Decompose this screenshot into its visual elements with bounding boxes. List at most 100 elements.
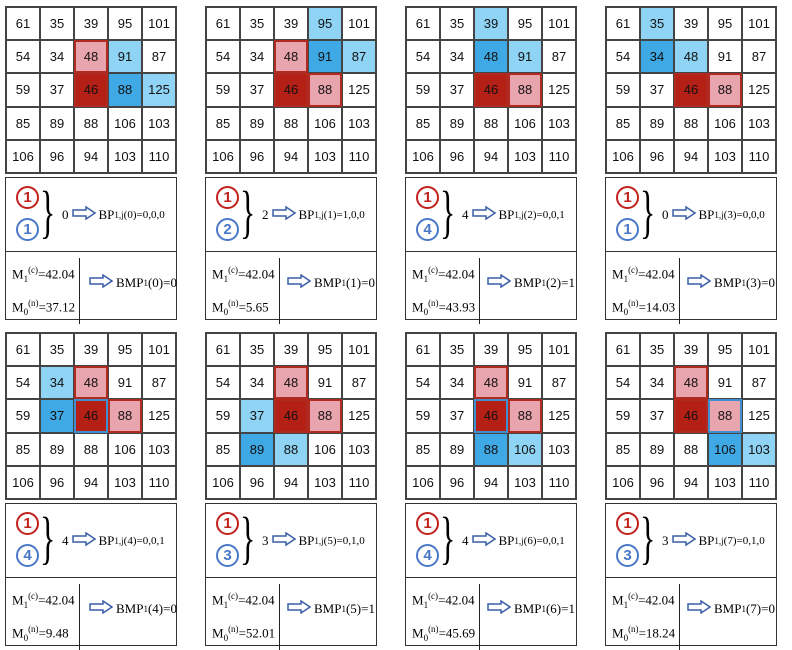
bmp-value: (7)=0 [745, 601, 775, 616]
eq: = [238, 266, 246, 282]
grid-cell: 106 [6, 465, 40, 499]
grid-cell: 87 [142, 40, 176, 74]
bmp-value: (1)=0 [345, 275, 375, 290]
bp-sub: 1,j [514, 536, 524, 546]
m0-sub: 0 [223, 306, 229, 317]
m-label: M [12, 625, 24, 641]
bp-value: (4)=0,0,1 [123, 535, 165, 547]
means: M1(c)=42.04 M0(n)=5.65 [212, 258, 280, 324]
grid-cell: 88 [508, 399, 542, 433]
bp-line: 4 BP 1,j (6)=0,0,1 [462, 531, 565, 550]
distance-count: 4 [62, 533, 69, 548]
grid-cell: 88 [508, 73, 542, 107]
bmp-sub: 1 [741, 278, 746, 288]
grid-cell: 94 [674, 139, 708, 173]
brace-icon: } [240, 179, 256, 244]
arrow-icon [671, 205, 696, 224]
grid-cell: 106 [406, 465, 440, 499]
red-circled-number: 1 [416, 512, 439, 535]
grid-cell: 59 [206, 399, 240, 433]
means: M1(c)=42.04 M0(n)=18.24 [612, 584, 681, 650]
m1-value: 42.04 [645, 266, 675, 282]
grid-cell: 85 [206, 432, 240, 466]
bmp-line: BMP 1 (0)=0 [86, 273, 177, 292]
grid-cell: 94 [274, 139, 308, 173]
grid-cell: 46 [474, 73, 508, 107]
grid-cell: 88 [674, 106, 708, 140]
grid-cell: 34 [240, 366, 274, 400]
grid-cell: 54 [206, 40, 240, 74]
grid-cell: 101 [742, 7, 776, 41]
grid-cell: 106 [308, 432, 342, 466]
grid-cell: 87 [342, 366, 376, 400]
m1-sup: (c) [428, 591, 439, 601]
bp-line: 0 BP 1,j (0)=0,0,0 [62, 205, 165, 224]
grid-cell: 94 [674, 465, 708, 499]
arrow-icon [287, 599, 312, 618]
bmp-sub: 1 [341, 278, 346, 288]
means: M1(c)=42.04 M0(n)=37.12 [12, 258, 81, 324]
grid-cell: 61 [606, 333, 640, 367]
m1-value: 42.04 [645, 592, 675, 608]
grid-cell: 110 [742, 139, 776, 173]
grid-cell: 110 [342, 465, 376, 499]
grid-cell: 103 [308, 139, 342, 173]
m1-sup: (c) [428, 265, 439, 275]
grid-cell: 94 [74, 139, 108, 173]
m0-sup: (n) [28, 623, 39, 634]
grid-cell: 85 [6, 106, 40, 140]
panel-1: 61 35 39 95 101 54 34 48 91 87 59 37 46 88 125 85 89 88 10… [205, 6, 379, 324]
bp-line: 4 BP 1,j (2)=0,0,1 [462, 205, 565, 224]
grid-cell: 91 [108, 366, 142, 400]
grid-cell: 106 [708, 106, 742, 140]
pattern-box: 1 1 } 0 BP 1,j (0)=0,0,0 [5, 177, 177, 252]
bp-sub: 1,j [314, 210, 324, 220]
grid-cell: 95 [708, 333, 742, 367]
m-label: M [612, 266, 624, 282]
eq: = [438, 592, 446, 608]
blue-circled-number: 4 [416, 544, 439, 567]
bmp-value: (3)=0 [745, 275, 775, 290]
bmp-label: BMP [314, 275, 342, 290]
bmp-line: BMP 1 (3)=0 [684, 273, 775, 292]
m1-sub: 1 [423, 599, 429, 610]
grid-cell: 34 [40, 366, 74, 400]
red-circled-number: 1 [16, 512, 39, 535]
grid-cell: 110 [142, 465, 176, 499]
arrow-icon [487, 273, 512, 292]
grid-cell: 89 [240, 432, 274, 466]
bmp-label: BMP [514, 275, 542, 290]
m0-value: 37.12 [45, 299, 76, 315]
mean-box: M1(c)=42.04 M0(n)=43.93 BMP 1 (2)=1 [405, 252, 577, 324]
grid-cell: 103 [342, 432, 376, 466]
grid-cell: 101 [542, 333, 576, 367]
m1-sup: (c) [628, 591, 639, 601]
m0-value: 14.03 [645, 299, 676, 315]
bmp-label: BMP [514, 601, 542, 616]
grid-cell: 106 [6, 139, 40, 173]
panel-7: 61 35 39 95 101 54 34 48 91 87 59 37 46 88 125 85 89 88 10… [605, 332, 779, 650]
panel-4: 61 35 39 95 101 54 34 48 91 87 59 37 46 88 125 85 89 88 10… [5, 332, 179, 650]
m0-value: 52.01 [245, 625, 276, 641]
grid-cell: 48 [274, 40, 308, 74]
grid-cell: 87 [742, 40, 776, 74]
grid-cell: 48 [474, 366, 508, 400]
m-label: M [612, 299, 624, 315]
panel-6: 61 35 39 95 101 54 34 48 91 87 59 37 46 88 125 85 89 88 10… [405, 332, 579, 650]
grid-cell: 91 [308, 40, 342, 74]
m1-sup: (c) [28, 265, 39, 275]
bmp-line: BMP 1 (2)=1 [484, 273, 575, 292]
red-circled-number: 1 [216, 186, 239, 209]
grid-cell: 85 [6, 432, 40, 466]
red-circled-number: 1 [216, 512, 239, 535]
bp-sub: 1,j [114, 536, 124, 546]
red-circled-number: 1 [16, 186, 39, 209]
bmp-value: (5)=1 [345, 601, 375, 616]
means: M1(c)=42.04 M0(n)=14.03 [612, 258, 681, 324]
grid-cell: 101 [342, 7, 376, 41]
bmp-label: BMP [714, 275, 742, 290]
bp-sub: 1,j [314, 536, 324, 546]
grid-cell: 125 [542, 399, 576, 433]
distance-count: 0 [62, 207, 69, 222]
grid-cell: 61 [206, 7, 240, 41]
